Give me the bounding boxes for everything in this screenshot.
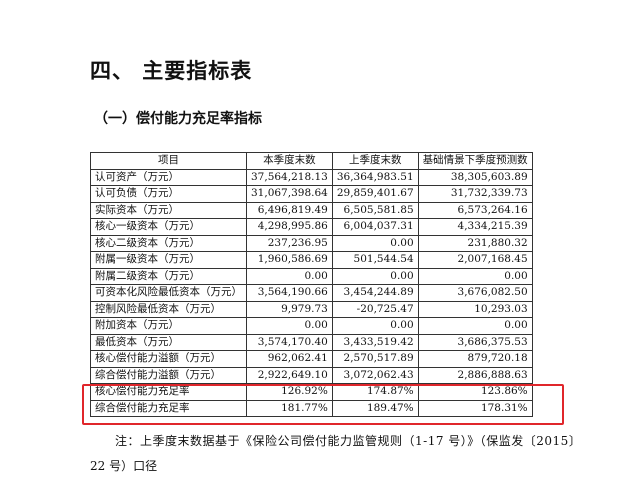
value-cell: 189.47% [331, 399, 419, 417]
table-row: 附属一级资本（万元） 1,960,586.69 501,544.54 2,007,16… [90, 251, 533, 269]
value-cell: 1,960,586.69 [246, 251, 333, 269]
value-cell: 0.00 [331, 267, 419, 285]
item-cell: 核心二级资本（万元） [90, 234, 247, 252]
item-cell: 核心偿付能力溢额（万元） [90, 350, 247, 368]
table-row: 控制风险最低资本（万元） 9,979.73 -20,725.47 10,293.03 [90, 300, 533, 318]
value-cell: 4,334,215.39 [417, 218, 533, 236]
value-cell: 0.00 [246, 267, 333, 285]
value-cell: 6,505,581.85 [331, 201, 419, 219]
value-cell: 3,072,062.43 [331, 366, 419, 384]
table-row: 认可负债（万元） 31,067,398.64 29,859,401.67 31,732… [90, 185, 533, 203]
value-cell: 2,007,168.45 [417, 251, 533, 269]
value-cell: 4,298,995.86 [246, 218, 333, 236]
item-cell: 附属一级资本（万元） [90, 251, 247, 269]
value-cell: 0.00 [246, 317, 333, 335]
item-cell: 控制风险最低资本（万元） [90, 300, 247, 318]
value-cell: 0.00 [417, 267, 533, 285]
value-cell: 37,564,218.13 [246, 168, 333, 186]
value-cell: 3,686,375.53 [417, 333, 533, 351]
item-cell: 实际资本（万元） [90, 201, 247, 219]
table-header: 项目 本季度末数 上季度末数 基础情景下季度预测数 [90, 152, 533, 170]
value-cell: 6,496,819.49 [246, 201, 333, 219]
value-cell: 178.31% [417, 399, 533, 417]
table-row: 最低资本（万元） 3,574,170.40 3,433,519.42 3,686,37… [90, 333, 533, 351]
value-cell: 962,062.41 [246, 350, 333, 368]
value-cell: 3,564,190.66 [246, 284, 333, 302]
value-cell: 38,305,603.89 [417, 168, 533, 186]
table-row: 认可资产（万元） 37,564,218.13 36,364,983.51 38,305… [90, 168, 533, 186]
value-cell: 3,574,170.40 [246, 333, 333, 351]
table-row: 综合偿付能力充足率 181.77% 189.47% 178.31% [90, 399, 533, 417]
value-cell: 6,004,037.31 [331, 218, 419, 236]
table-row: 可资本化风险最低资本（万元） 3,564,190.66 3,454,244.89 3,… [90, 284, 533, 302]
item-cell: 附加资本（万元） [90, 317, 247, 335]
value-cell: 181.77% [246, 399, 333, 417]
value-cell: 879,720.18 [417, 350, 533, 368]
note: 注：上季度末数据基于《保险公司偿付能力监管规则（1-17 号）》（保监发〔201… [115, 434, 582, 448]
value-cell: 501,544.54 [331, 251, 419, 269]
table-row: 附加资本（万元） 0.00 0.00 0.00 [90, 317, 533, 335]
table-row: 核心一级资本（万元） 4,298,995.86 6,004,037.31 4,334,… [90, 218, 533, 236]
column-header: 基础情景下季度预测数 [417, 152, 533, 170]
section-title: 四、 主要指标表 [90, 59, 253, 83]
table-row: 核心二级资本（万元） 237,236.95 0.00 231,880.32 [90, 234, 533, 252]
solvency-table: 项目 本季度末数 上季度末数 基础情景下季度预测数 认可资产（万元） 37,564,21… [90, 152, 533, 417]
note-continued: 22 号）口径 [90, 459, 158, 473]
item-cell: 附属二级资本（万元） [90, 267, 247, 285]
highlight-box [82, 384, 564, 425]
value-cell: 2,922,649.10 [246, 366, 333, 384]
value-cell: 3,433,519.42 [331, 333, 419, 351]
value-cell: 2,570,517.89 [331, 350, 419, 368]
item-cell: 最低资本（万元） [90, 333, 247, 351]
value-cell: 0.00 [331, 317, 419, 335]
table-row: 核心偿付能力溢额（万元） 962,062.41 2,570,517.89 879,72… [90, 350, 533, 368]
table-row: 附属二级资本（万元） 0.00 0.00 0.00 [90, 267, 533, 285]
item-cell: 核心一级资本（万元） [90, 218, 247, 236]
value-cell: 0.00 [331, 234, 419, 252]
value-cell: 231,880.32 [417, 234, 533, 252]
item-cell: 综合偿付能力充足率 [90, 399, 247, 417]
value-cell: 3,676,082.50 [417, 284, 533, 302]
value-cell: 10,293.03 [417, 300, 533, 318]
column-header: 本季度末数 [246, 152, 333, 170]
table-row: 综合偿付能力溢额（万元） 2,922,649.10 3,072,062.43 2,88… [90, 366, 533, 384]
value-cell: 3,454,244.89 [331, 284, 419, 302]
value-cell: 9,979.73 [246, 300, 333, 318]
item-cell: 认可资产（万元） [90, 168, 247, 186]
value-cell: 31,732,339.73 [417, 185, 533, 203]
item-cell: 可资本化风险最低资本（万元） [90, 284, 247, 302]
item-cell: 认可负债（万元） [90, 185, 247, 203]
value-cell: 2,886,888.63 [417, 366, 533, 384]
column-header: 上季度末数 [331, 152, 419, 170]
item-cell: 综合偿付能力溢额（万元） [90, 366, 247, 384]
subsection-title: （一）偿付能力充足率指标 [94, 111, 262, 127]
value-cell: 6,573,264.16 [417, 201, 533, 219]
column-header: 项目 [90, 152, 247, 170]
value-cell: 36,364,983.51 [331, 168, 419, 186]
value-cell: 0.00 [417, 317, 533, 335]
value-cell: 237,236.95 [246, 234, 333, 252]
table-row: 实际资本（万元） 6,496,819.49 6,505,581.85 6,573,26… [90, 201, 533, 219]
value-cell: 31,067,398.64 [246, 185, 333, 203]
value-cell: 29,859,401.67 [331, 185, 419, 203]
value-cell: -20,725.47 [331, 300, 419, 318]
